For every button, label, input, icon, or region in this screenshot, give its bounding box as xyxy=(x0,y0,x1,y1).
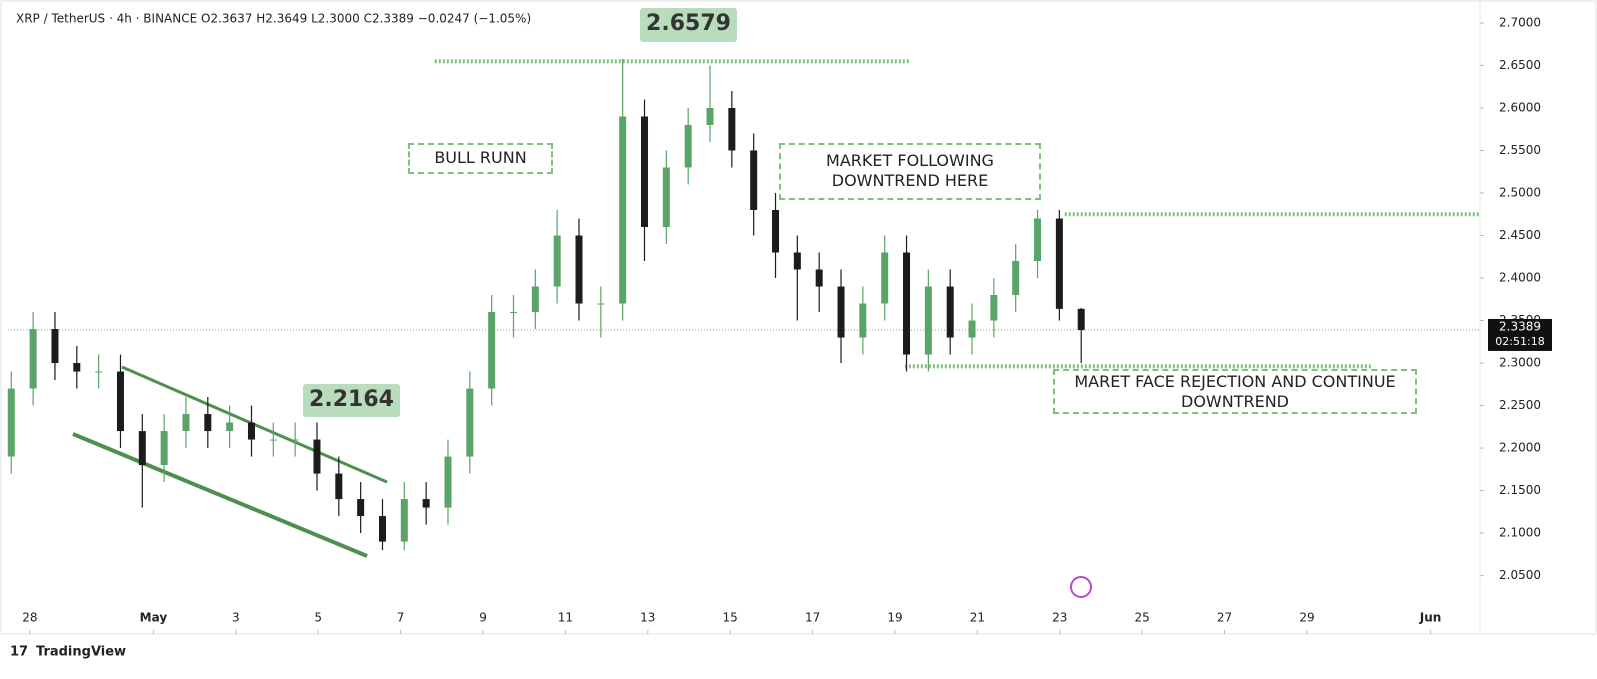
candle-body xyxy=(422,499,430,508)
y-tick-label: 2.4000 xyxy=(1499,271,1541,285)
candle-body xyxy=(772,210,780,253)
candle-body xyxy=(357,499,365,517)
header: XRP / TetherUS · 4h · BINANCE O2.3637 H2… xyxy=(16,12,531,26)
candle-body xyxy=(1012,261,1020,296)
y-tick-label: 2.6000 xyxy=(1499,100,1541,114)
price-tag-countdown: 02:51:18 xyxy=(1495,335,1544,348)
candle-body xyxy=(553,235,561,287)
y-tick-label: 2.6500 xyxy=(1499,58,1541,72)
x-tick-label: 13 xyxy=(640,611,655,625)
y-tick-label: 2.4500 xyxy=(1499,228,1541,242)
candle-body xyxy=(116,371,124,432)
candle-body xyxy=(750,150,758,210)
high-label: 2.6579 xyxy=(640,8,737,42)
channel-lower xyxy=(72,432,368,558)
candle-body xyxy=(509,312,517,314)
candle-body xyxy=(1077,308,1085,330)
candle-body xyxy=(684,124,692,168)
x-tick-label: 25 xyxy=(1135,611,1150,625)
x-tick-label: 29 xyxy=(1299,611,1314,625)
candle-body xyxy=(793,252,801,270)
bull-note: BULL RUNN xyxy=(408,143,553,174)
candle-body xyxy=(946,286,954,338)
candle-body xyxy=(269,439,277,441)
candle-body xyxy=(73,363,81,372)
candle-body xyxy=(641,116,649,228)
candle-body xyxy=(204,414,212,432)
y-tick-label: 2.0500 xyxy=(1499,568,1541,582)
y-tick-label: 2.5000 xyxy=(1499,185,1541,199)
candle-body xyxy=(662,167,670,228)
x-tick-label: 17 xyxy=(805,611,820,625)
frame xyxy=(0,0,1597,635)
candle-body xyxy=(335,473,343,500)
brand: TradingView xyxy=(36,645,126,660)
candle-body xyxy=(903,252,911,355)
candle-body xyxy=(859,303,867,338)
candle-body xyxy=(924,286,932,355)
candle-body xyxy=(95,371,103,373)
rejection-note: MARET FACE REJECTION AND CONTINUE DOWNTR… xyxy=(1053,369,1417,414)
candle-body xyxy=(51,329,59,364)
y-tick-label: 2.1500 xyxy=(1499,483,1541,497)
candle-body xyxy=(160,431,168,466)
candle-body xyxy=(990,295,998,321)
x-tick-label: 3 xyxy=(232,611,240,625)
candle-body xyxy=(466,388,474,457)
y-tick-label: 2.1000 xyxy=(1499,526,1541,540)
x-tick-label: 7 xyxy=(397,611,405,625)
y-tick-label: 2.7000 xyxy=(1499,15,1541,29)
y-tick-label: 2.5500 xyxy=(1499,143,1541,157)
y-tick-label: 2.3000 xyxy=(1499,356,1541,370)
candle-body xyxy=(378,516,386,542)
candle-body xyxy=(706,107,714,125)
x-tick-label: 27 xyxy=(1217,611,1232,625)
price-tag-value: 2.3389 xyxy=(1499,319,1541,333)
alert-icon[interactable] xyxy=(1070,576,1092,598)
candle-body xyxy=(531,286,539,313)
candle-body xyxy=(1055,218,1063,309)
x-tick-label: 19 xyxy=(887,611,902,625)
low-label: 2.2164 xyxy=(303,384,400,417)
candle-body xyxy=(488,312,496,389)
brand-logo: 17 xyxy=(10,645,28,660)
x-tick-label: 28 xyxy=(22,611,37,625)
market-note: MARKET FOLLOWING DOWNTREND HERE xyxy=(779,143,1041,200)
candle-body xyxy=(400,499,408,542)
candle-body xyxy=(226,422,234,432)
x-tick-label: 21 xyxy=(970,611,985,625)
candle-body xyxy=(291,439,299,441)
x-tick-label: 5 xyxy=(314,611,322,625)
candle-body xyxy=(1034,218,1042,262)
candle-body xyxy=(313,439,321,474)
candle-body xyxy=(619,116,627,304)
candle-body xyxy=(597,303,605,305)
x-tick-label: 9 xyxy=(479,611,487,625)
x-tick-label: May xyxy=(140,611,168,625)
candle-body xyxy=(728,107,736,151)
candle-body xyxy=(881,252,889,304)
candle-body xyxy=(444,456,452,508)
candle-body xyxy=(575,235,583,304)
candle-body xyxy=(182,414,190,432)
price-tag xyxy=(1488,318,1552,351)
candle-body xyxy=(837,286,845,338)
candle-body xyxy=(7,388,15,457)
x-tick-label: Jun xyxy=(1419,611,1442,625)
y-tick-label: 2.2500 xyxy=(1499,398,1541,412)
candle-body xyxy=(138,431,146,466)
candle-body xyxy=(968,320,976,338)
candle-body xyxy=(815,269,823,287)
candle-body xyxy=(247,422,255,440)
candle-body xyxy=(29,329,37,389)
x-tick-label: 23 xyxy=(1052,611,1067,625)
x-tick-label: 15 xyxy=(723,611,738,625)
x-tick-label: 11 xyxy=(558,611,573,625)
y-tick-label: 2.2000 xyxy=(1499,441,1541,455)
